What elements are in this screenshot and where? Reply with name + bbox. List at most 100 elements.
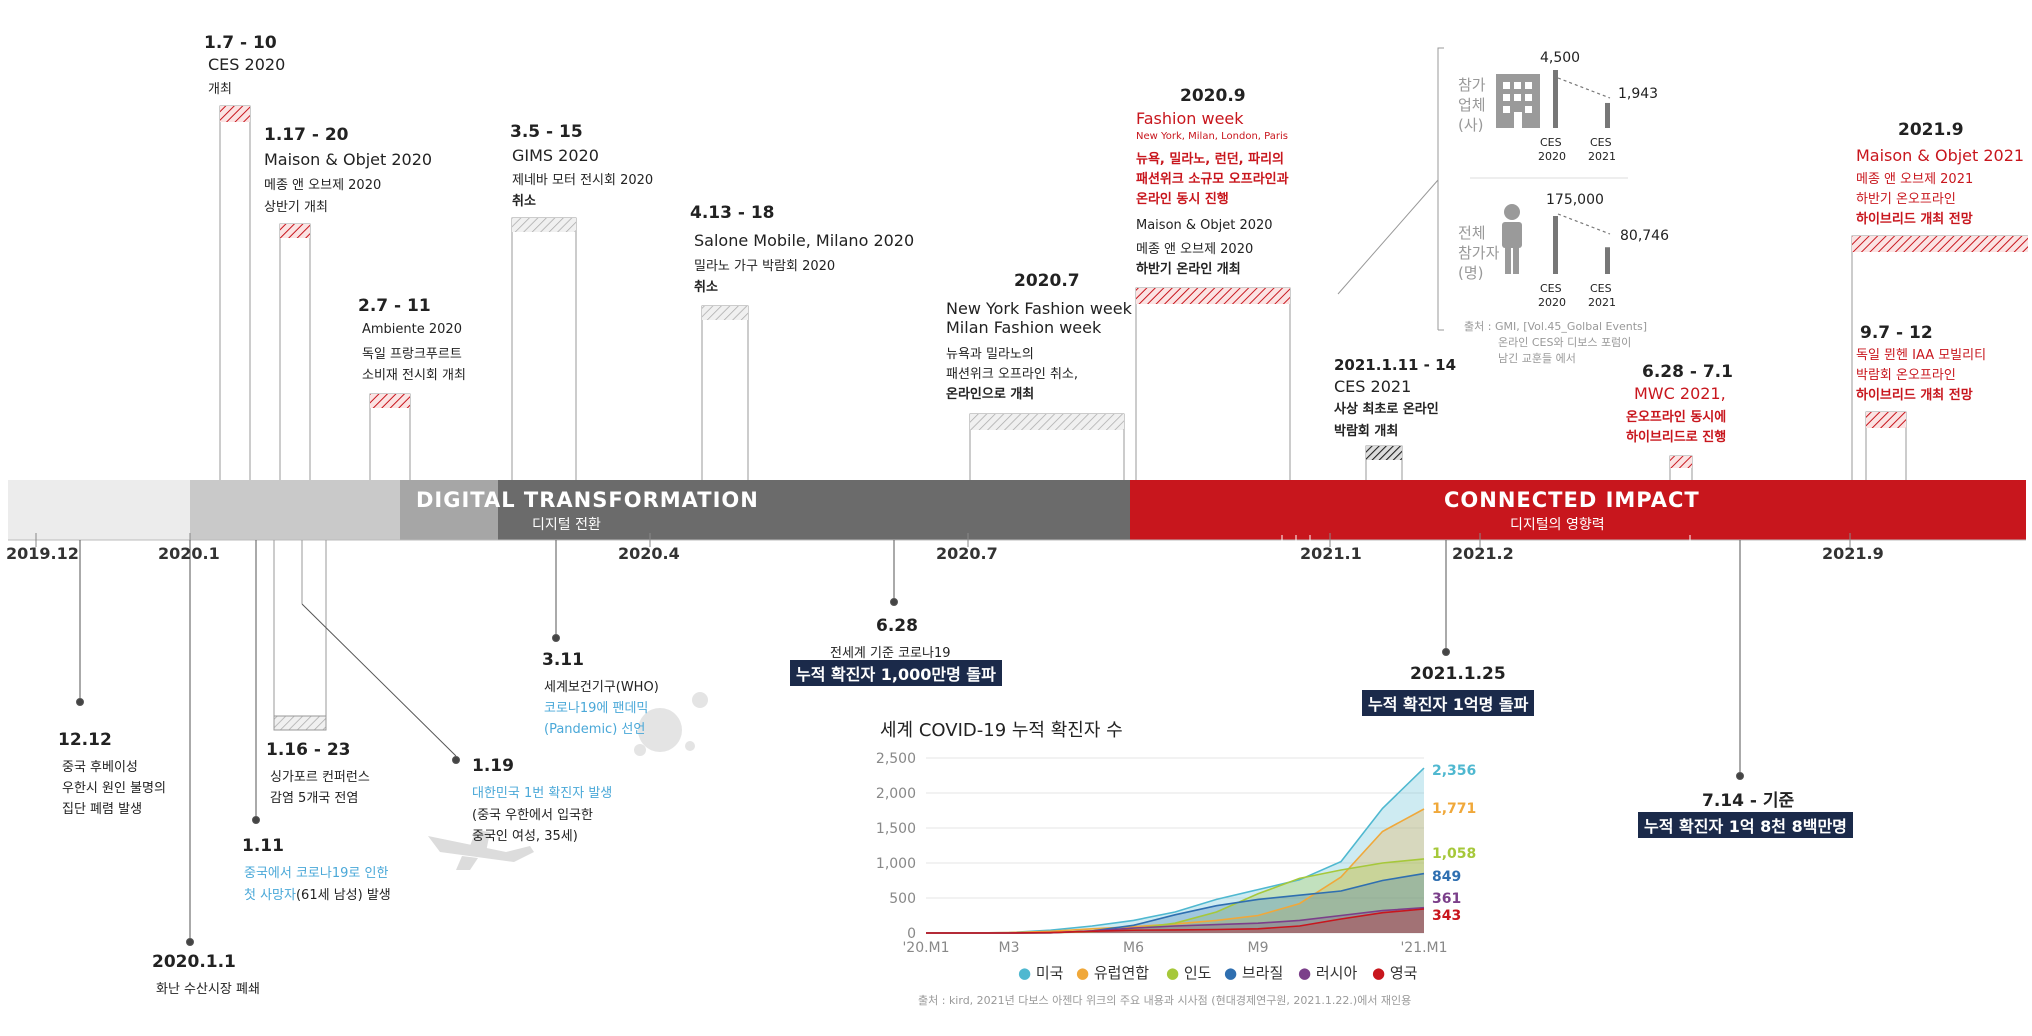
fashion-sep-name: Fashion week	[1136, 109, 1244, 128]
tenmil-desc1: 전세계 기준 코로나19	[830, 646, 951, 661]
korea-date: 1.19	[472, 756, 514, 776]
chart-y-tick: 500	[889, 891, 916, 907]
series-end-label-2: 1,058	[1432, 846, 1476, 862]
singapore-desc1: 싱가포르 컨퍼런스	[270, 770, 370, 785]
cmp-attendees-label-2: 참가자	[1458, 244, 1500, 262]
cmp-bar4-l1: CES	[1590, 282, 1612, 295]
fashion-sep-desc1: 뉴욕, 밀라노, 런던, 파리의	[1136, 152, 1284, 167]
covid-chart: 0 500 1,000 1,500 2,000 2,500 '20.M1 M3 M6 M9 '21.…	[876, 751, 1476, 956]
cmp-companies-label-2: 업체	[1458, 96, 1486, 114]
maison2020-name: Maison & Objet 2020	[264, 150, 433, 169]
band-2020-early	[190, 480, 400, 540]
mwc-name: MWC 2021,	[1634, 384, 1726, 403]
legend-label-0: 미국	[1035, 964, 1064, 982]
legend-label-1: 유럽연합	[1093, 964, 1150, 982]
date-2020-1: 2020.1	[158, 544, 220, 563]
band-sub-digital: 디지털 전환	[532, 517, 601, 533]
cmp-source-2: 온라인 CES와 디보스 포럼이	[1498, 336, 1632, 349]
singapore-hatch	[273, 715, 327, 731]
ces-bar-0-1	[1605, 102, 1610, 128]
ambiente-name: Ambiente 2020	[362, 322, 462, 337]
ces-bar-1-1	[1605, 247, 1610, 274]
chart-y-tick: 1,000	[876, 856, 916, 872]
cmp-attendees-label-3: (명)	[1458, 264, 1484, 282]
building-icon	[1496, 74, 1540, 128]
who-desc1: 세계보건기구(WHO)	[544, 680, 659, 695]
singapore-desc2: 감염 5개국 전염	[270, 791, 359, 806]
fashion-jul-name2: Milan Fashion week	[946, 318, 1102, 337]
wuhan-desc3: 집단 폐렴 발생	[62, 802, 143, 817]
fashion-sep-desc2: 패션위크 소규모 오프라인과	[1136, 172, 1289, 187]
wuhan-desc1: 중국 후베이성	[62, 760, 138, 775]
cmp-attendees-label-1: 전체	[1458, 224, 1486, 242]
korea-desc2: (중국 우한에서 입국한	[472, 808, 593, 823]
latest-highlight: 누적 확진자 1억 8천 8백만명	[1638, 812, 1853, 838]
maison2021-desc1: 메종 앤 오브제 2021	[1856, 172, 1974, 187]
series-end-label-3: 849	[1432, 869, 1461, 885]
maison2020-desc2: 상반기 개최	[264, 200, 328, 215]
cmp-bar3-l2: 2020	[1538, 296, 1566, 309]
series-area-0	[926, 768, 1424, 933]
band-digital	[498, 480, 1130, 540]
cmp-companies-v2: 1,943	[1618, 86, 1659, 102]
ambiente-desc1: 독일 프랑크푸르트	[362, 347, 462, 362]
series-area-3	[926, 873, 1424, 933]
death-desc1: 중국에서 코로나19로 인한	[244, 866, 389, 881]
mwc-desc1: 온오프라인 동시에	[1626, 410, 1727, 425]
ambiente-date: 2.7 - 11	[358, 296, 431, 316]
chart-y-tick: 1,500	[876, 821, 916, 837]
death-desc2b: (61세 남성) 발생	[295, 888, 391, 903]
chart-y-tick: 2,500	[876, 751, 916, 767]
maison2021-date: 2021.9	[1898, 120, 1964, 140]
maison-sep-desc1: 메종 앤 오브제 2020	[1136, 242, 1254, 257]
band-2019	[8, 480, 190, 540]
fashion-jul-date: 2020.7	[1014, 271, 1080, 291]
fashion-jul-desc1: 뉴욕과 밀라노의	[946, 347, 1034, 362]
iaa-desc1: 독일 뮌헨 IAA 모빌리티	[1856, 348, 1987, 363]
date-2021-2: 2021.2	[1452, 544, 1514, 563]
chart-legend: ● 미국 ● 유럽연합 ● 인도 ● 브라질 ● 러시아 ● 영국	[1018, 962, 1438, 986]
cmp-source-3: 남긴 교훈들 에서	[1498, 352, 1576, 365]
bottom-connectors	[76, 540, 1744, 946]
ces2020-name: CES 2020	[208, 55, 286, 74]
maison2021-desc3: 하이브리드 개최 전망	[1856, 212, 1973, 227]
singapore-date: 1.16 - 23	[266, 740, 351, 760]
chart-x-tick: '21.M1	[1400, 940, 1447, 956]
iaa-date: 9.7 - 12	[1860, 323, 1933, 343]
series-end-label-5: 343	[1432, 908, 1461, 924]
fashion-sep-desc3: 온라인 동시 진행	[1136, 192, 1229, 207]
ces-bar-1-0	[1553, 216, 1558, 274]
gims-name: GIMS 2020	[512, 146, 599, 165]
gims-desc1: 제네바 모터 전시회 2020	[512, 173, 654, 188]
date-2021-9: 2021.9	[1822, 544, 1884, 563]
top-hatches	[220, 106, 2028, 468]
ces2021-desc1: 사상 최초로 온라인	[1334, 402, 1439, 417]
salone-name: Salone Mobile, Milano 2020	[694, 231, 915, 250]
iaa-desc2: 박람회 온오프라인	[1856, 368, 1956, 383]
cmp-bar2-l2: 2021	[1588, 150, 1616, 163]
virus-icon	[634, 692, 708, 756]
mwc-date: 6.28 - 7.1	[1642, 362, 1733, 382]
date-2020-4: 2020.4	[618, 544, 680, 563]
series-end-label-0: 2,356	[1432, 763, 1476, 779]
fashion-sep-date: 2020.9	[1180, 86, 1246, 106]
ces2021-name: CES 2021	[1334, 377, 1412, 396]
cmp-bar1-l2: 2020	[1538, 150, 1566, 163]
ces-bar-0-0	[1553, 70, 1558, 128]
legend-label-4: 러시아	[1315, 964, 1358, 982]
chart-y-tick: 0	[907, 926, 916, 942]
cmp-source-1: 출처 : GMI, [Vol.45_Golbal Events]	[1464, 320, 1648, 333]
chart-x-tick: M3	[999, 940, 1020, 956]
death-date: 1.11	[242, 836, 284, 856]
ces2021-date: 2021.1.11 - 14	[1334, 356, 1456, 374]
salone-desc1: 밀라노 가구 박람회 2020	[694, 259, 836, 274]
salone-date: 4.13 - 18	[690, 203, 775, 223]
tenmil-highlight: 누적 확진자 1,000만명 돌파	[790, 660, 1002, 686]
band-label-digital: DIGITAL TRANSFORMATION	[416, 488, 759, 512]
chart-title: 세계 COVID-19 누적 확진자 수	[880, 720, 1123, 741]
gims-desc2: 취소	[512, 194, 536, 209]
series-end-label-1: 1,771	[1432, 801, 1476, 817]
maison2020-date: 1.17 - 20	[264, 125, 349, 145]
legend-item-4: ● 러시아	[1298, 964, 1358, 982]
